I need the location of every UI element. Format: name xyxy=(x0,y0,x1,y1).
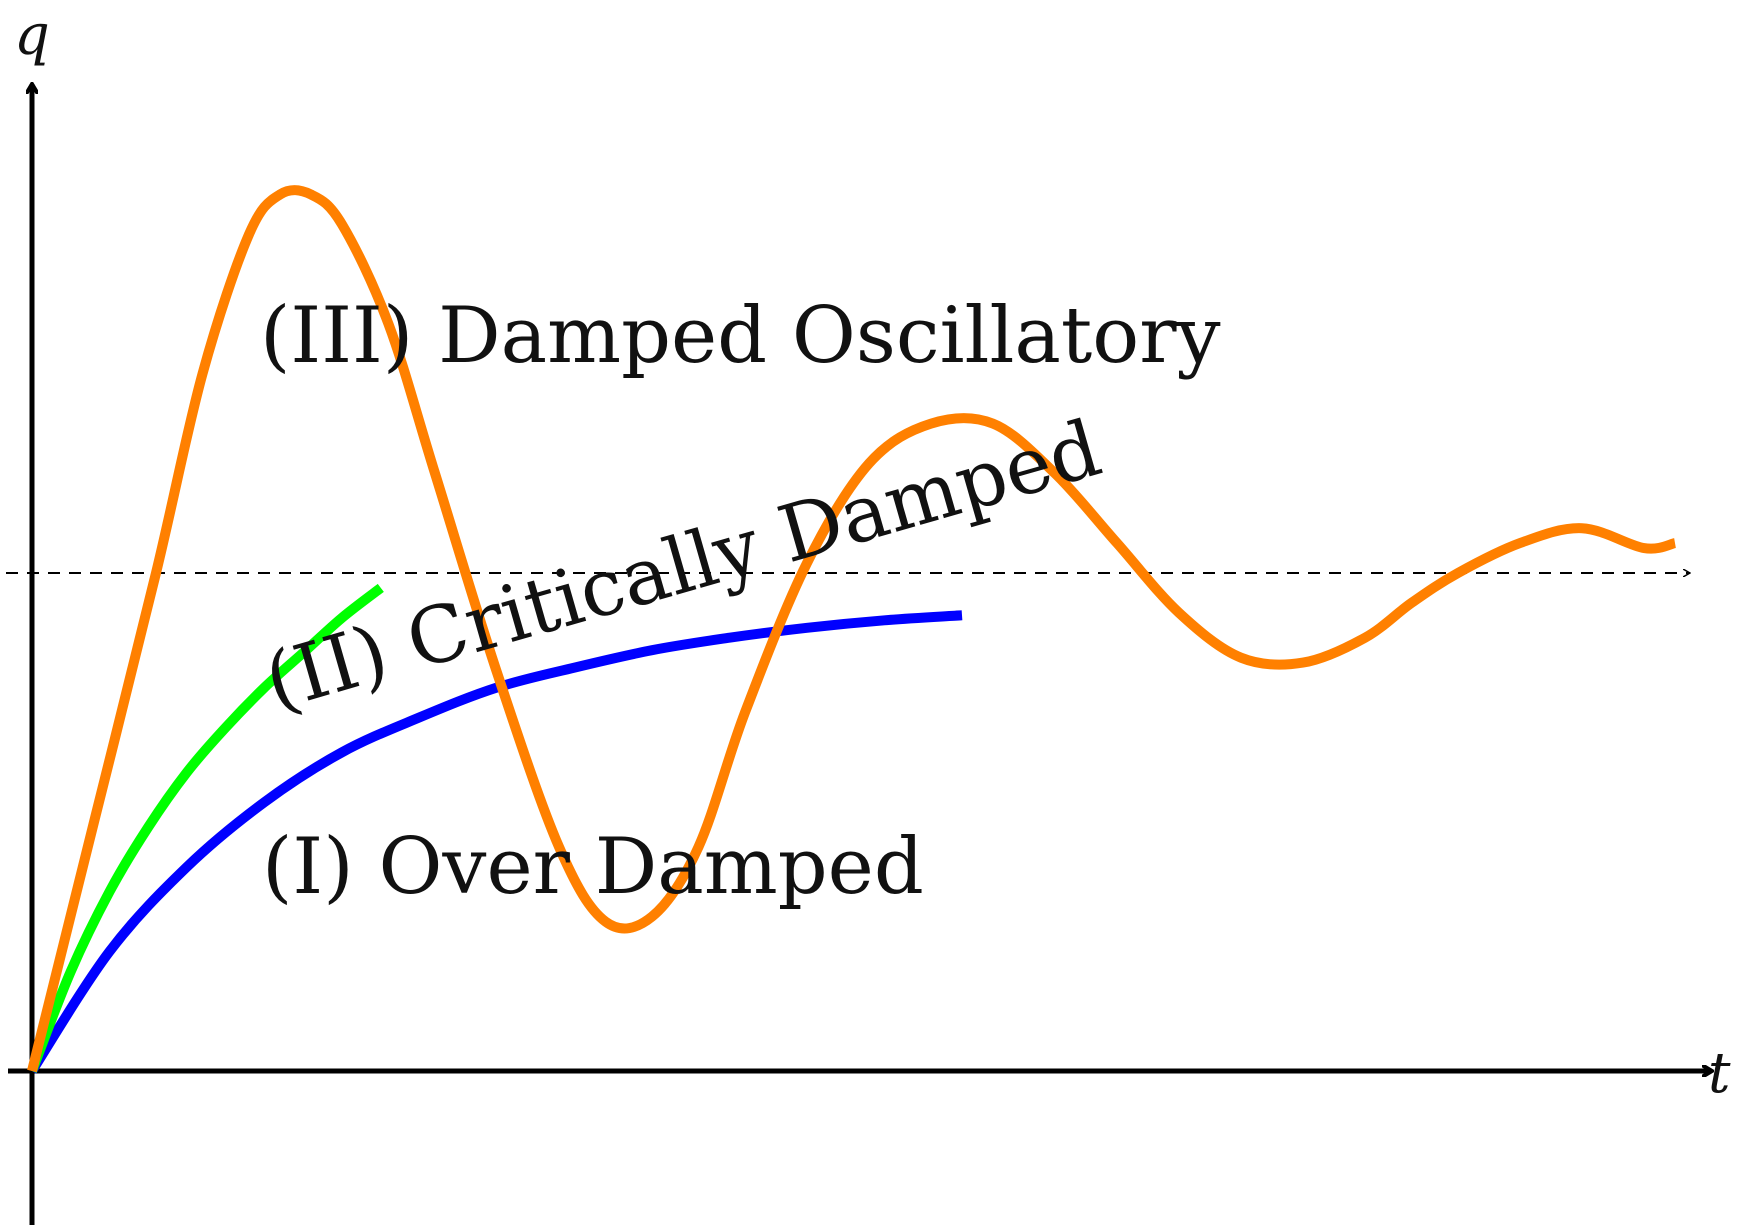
label-critically-damped: (II) Critically Damped xyxy=(255,404,1110,729)
label-over-damped: (I) Over Damped xyxy=(262,822,924,912)
label-damped-oscillatory: (III) Damped Oscillatory xyxy=(260,291,1221,381)
damped-oscillatory-curve xyxy=(27,185,1677,1073)
critically-damped-curve xyxy=(27,583,384,1073)
x-axis-label: t xyxy=(1708,1041,1731,1106)
over-damped-curve xyxy=(27,610,963,1074)
y-axis-label: q xyxy=(14,3,50,68)
